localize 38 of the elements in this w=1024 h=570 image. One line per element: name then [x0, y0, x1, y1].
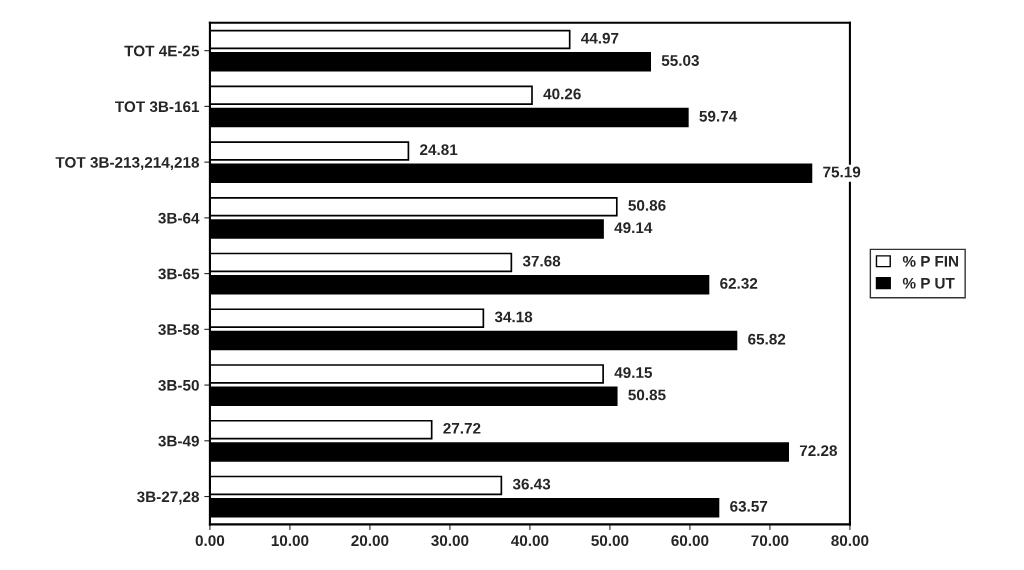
- x-tick-label: 50.00: [591, 535, 629, 547]
- data-label: 24.81: [420, 144, 458, 156]
- x-tick-label: 40.00: [511, 535, 549, 547]
- data-label: 65.82: [748, 333, 786, 345]
- y-tick-label: 3B-49: [158, 435, 199, 447]
- data-label: 40.26: [543, 88, 581, 100]
- y-tick-label: TOT 4E-25: [124, 45, 200, 57]
- x-tick-label: 70.00: [751, 535, 789, 547]
- y-tick-label: 3B-58: [158, 324, 200, 336]
- data-label: 72.28: [799, 445, 838, 457]
- x-tick-label: 20.00: [351, 535, 389, 547]
- y-tick-label: TOT 3B-161: [115, 101, 200, 113]
- data-label: 49.14: [614, 222, 653, 234]
- data-label: 36.43: [512, 478, 551, 490]
- data-label: 50.85: [628, 389, 666, 401]
- legend-label: % P UT: [902, 277, 955, 289]
- data-label: 34.18: [494, 311, 533, 323]
- legend-label: % P FIN: [902, 255, 959, 267]
- y-tick-label: 3B-50: [158, 379, 199, 391]
- data-label: 63.57: [730, 500, 768, 512]
- y-tick-label: 3B-64: [158, 212, 200, 224]
- x-tick-label: 30.00: [431, 535, 469, 547]
- data-label: 49.15: [614, 367, 653, 379]
- data-label: 62.32: [720, 278, 758, 289]
- data-label: 59.74: [699, 110, 738, 122]
- data-label: 75.19: [823, 166, 861, 178]
- data-label: 55.03: [661, 55, 699, 66]
- x-tick-label: 0.00: [195, 535, 225, 547]
- data-label: 44.97: [581, 32, 619, 44]
- y-tick-label: TOT 3B-213,214,218: [55, 157, 200, 171]
- data-label: 27.72: [443, 422, 481, 434]
- y-tick-label: 3B-27,28: [137, 491, 200, 505]
- x-tick-label: 10.00: [271, 535, 309, 547]
- y-tick-label: 3B-65: [158, 268, 200, 280]
- x-tick-label: 80.00: [831, 535, 869, 547]
- data-label: 37.68: [522, 255, 561, 267]
- x-tick-label: 60.00: [671, 535, 709, 547]
- data-label: 50.86: [628, 200, 666, 211]
